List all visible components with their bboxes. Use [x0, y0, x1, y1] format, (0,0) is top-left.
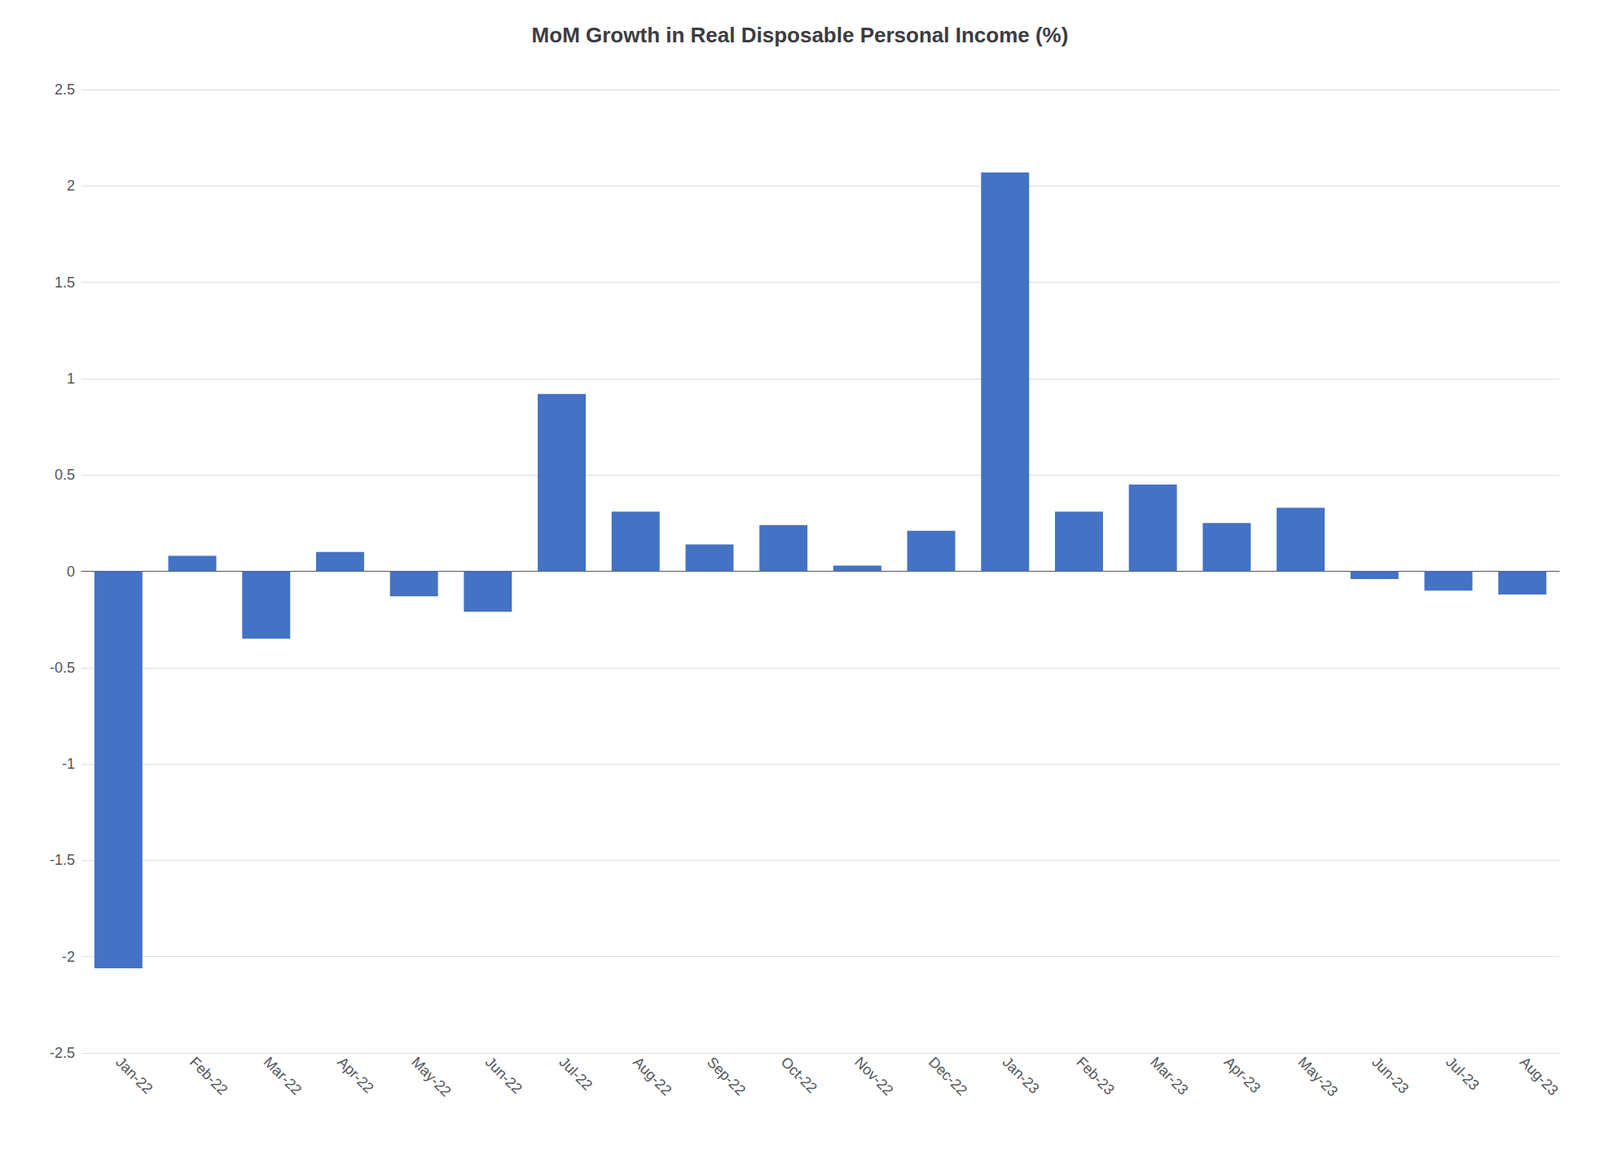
- svg-text:-0.5: -0.5: [49, 659, 75, 677]
- svg-text:1.5: 1.5: [54, 274, 75, 291]
- svg-text:0.5: 0.5: [54, 466, 75, 484]
- svg-text:-2.5: -2.5: [49, 1045, 75, 1062]
- svg-text:Jun-23: Jun-23: [1368, 1054, 1412, 1098]
- svg-text:Nov-22: Nov-22: [851, 1054, 897, 1099]
- svg-text:-1.5: -1.5: [49, 852, 75, 869]
- svg-text:MoM Growth in Real Disposable: MoM Growth in Real Disposable Personal I…: [531, 22, 1069, 48]
- svg-text:Feb-23: Feb-23: [1072, 1054, 1117, 1099]
- svg-text:May-22: May-22: [408, 1054, 455, 1101]
- svg-text:Jun-22: Jun-22: [482, 1054, 526, 1098]
- svg-text:Apr-22: Apr-22: [334, 1054, 377, 1097]
- svg-text:Mar-23: Mar-23: [1147, 1054, 1192, 1099]
- svg-text:2: 2: [66, 177, 75, 194]
- svg-text:1: 1: [66, 370, 75, 387]
- svg-text:Aug-22: Aug-22: [629, 1054, 675, 1099]
- svg-text:Apr-23: Apr-23: [1221, 1054, 1264, 1097]
- svg-text:2.5: 2.5: [54, 81, 75, 98]
- svg-text:Jan-23: Jan-23: [999, 1054, 1043, 1098]
- svg-text:Sep-22: Sep-22: [703, 1054, 749, 1099]
- svg-text:Jan-22: Jan-22: [112, 1054, 156, 1098]
- svg-text:Jul-22: Jul-22: [555, 1054, 596, 1095]
- svg-text:Feb-22: Feb-22: [186, 1054, 231, 1099]
- svg-text:Jul-23: Jul-23: [1442, 1054, 1483, 1095]
- svg-text:May-23: May-23: [1294, 1054, 1341, 1101]
- svg-text:-2: -2: [61, 949, 75, 966]
- svg-text:Aug-23: Aug-23: [1516, 1054, 1562, 1099]
- svg-text:0: 0: [66, 563, 75, 581]
- svg-text:Oct-22: Oct-22: [778, 1054, 821, 1097]
- svg-text:Mar-22: Mar-22: [260, 1054, 305, 1099]
- svg-text:Dec-22: Dec-22: [925, 1054, 971, 1099]
- svg-text:-1: -1: [61, 756, 75, 773]
